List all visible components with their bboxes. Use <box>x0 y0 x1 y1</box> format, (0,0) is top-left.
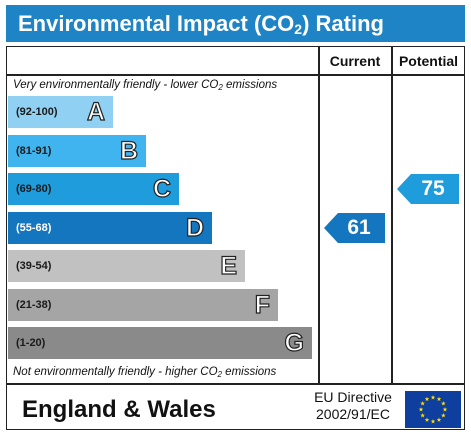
column-header-current: Current <box>329 53 381 69</box>
eu-star <box>436 417 442 422</box>
eu-star <box>441 413 446 418</box>
directive-line2: 2002/91/EC <box>316 406 390 422</box>
band-letter: G <box>284 328 305 357</box>
chart-frame <box>6 46 465 430</box>
directive-line1: EU Directive <box>314 389 392 405</box>
band-letter: E <box>220 251 238 280</box>
band-range-label: (92-100) <box>16 106 58 118</box>
eu-star <box>420 401 425 406</box>
rating-band-g: (1-20) G <box>8 327 312 359</box>
column-header-potential: Potential <box>398 53 459 69</box>
eu-star <box>420 413 425 418</box>
region-label: England & Wales <box>22 396 216 423</box>
rating-band-f: (21-38) F <box>8 288 278 321</box>
rating-band-a: (92-100) A <box>8 96 113 128</box>
column-divider-potential <box>391 46 393 383</box>
eu-star <box>441 401 446 406</box>
rating-band-d: (55-68) D <box>8 211 212 244</box>
eu-star <box>424 417 430 422</box>
chart-title: Environmental Impact (CO2) Rating <box>6 5 465 42</box>
note-bottom: Not environmentally friendly - higher CO… <box>13 366 277 379</box>
band-letter: B <box>119 136 138 165</box>
eu-directive: EU Directive 2002/91/EC <box>298 389 408 423</box>
band-range-label: (21-38) <box>16 298 52 311</box>
current-arrow-shape <box>324 212 385 243</box>
rating-band-c: (69-80) C <box>8 173 179 205</box>
eu-star <box>436 396 442 402</box>
column-divider-current <box>318 46 320 383</box>
footer-divider <box>6 383 465 385</box>
eu-star <box>442 407 448 412</box>
band-range-label: (39-54) <box>16 260 52 272</box>
band-letter: C <box>152 174 171 203</box>
band-range-label: (55-68) <box>16 221 52 234</box>
note-top: Very environmentally friendly - lower CO… <box>13 79 278 92</box>
eu-star <box>430 395 436 400</box>
current-rating-value: 61 <box>347 215 371 239</box>
header-divider <box>6 74 465 76</box>
band-range-label: (1-20) <box>16 337 46 349</box>
potential-rating-value: 75 <box>421 177 445 200</box>
potential-arrow-shape <box>397 174 459 204</box>
band-range-label: (81-91) <box>16 144 52 157</box>
potential-rating-arrow: 75 <box>397 174 459 204</box>
eu-flag-icon <box>405 391 461 428</box>
current-rating-arrow: 61 <box>324 212 385 243</box>
rating-band-e: (39-54) E <box>8 250 245 282</box>
eu-star <box>424 396 430 402</box>
eu-star <box>430 419 436 424</box>
rating-band-b: (81-91) B <box>8 134 146 167</box>
band-letter: F <box>254 290 271 319</box>
eu-star <box>418 407 424 412</box>
band-letter: A <box>86 97 105 126</box>
band-letter: D <box>185 213 204 242</box>
band-range-label: (69-80) <box>16 183 52 195</box>
